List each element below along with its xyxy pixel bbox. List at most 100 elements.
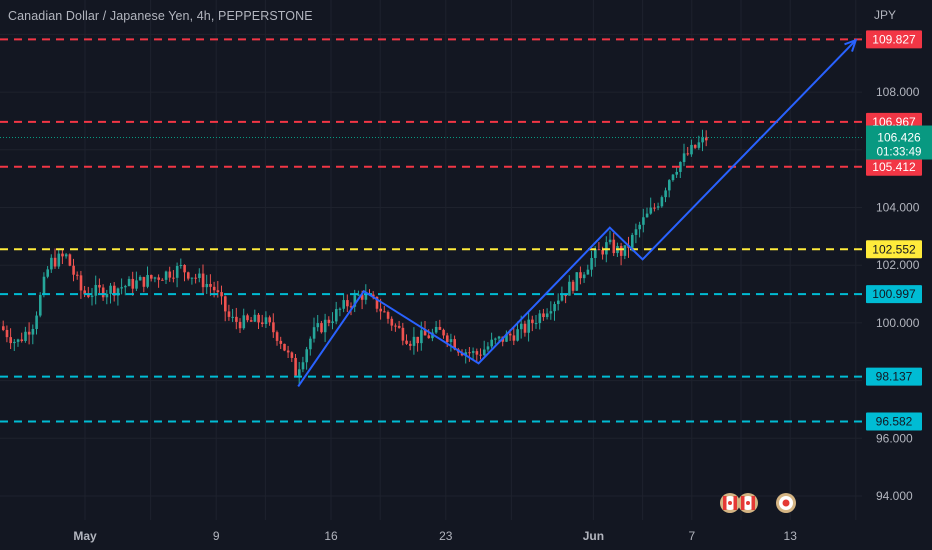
candle-body: [623, 245, 627, 256]
level-label: 98.137: [876, 370, 913, 384]
y-tick-label: 102.000: [876, 258, 920, 272]
candle-body: [471, 351, 475, 353]
candle-body: [50, 257, 53, 270]
candle-body: [549, 311, 553, 314]
candle-body: [79, 275, 83, 291]
candle-body: [290, 352, 294, 358]
candle-body: [364, 293, 368, 300]
candle-body: [668, 180, 671, 191]
candle-body: [179, 264, 183, 266]
candle-body: [279, 340, 283, 344]
candle-body: [590, 257, 593, 270]
candle-body: [261, 322, 264, 324]
candle-body: [168, 271, 172, 278]
candle-body: [523, 323, 527, 333]
candle-body: [505, 333, 508, 342]
candle-body: [138, 276, 142, 281]
candle-body: [586, 269, 590, 275]
candle-body: [94, 284, 98, 296]
candle-body: [146, 275, 149, 287]
candle-body: [675, 171, 678, 175]
candle-body: [275, 332, 279, 341]
candle-body: [35, 315, 38, 329]
candle-body: [142, 276, 146, 287]
candle-body: [90, 295, 94, 297]
x-tick-label: Jun: [583, 529, 604, 543]
candle-body: [2, 326, 5, 330]
candle-body: [649, 207, 653, 214]
candle-body: [560, 295, 564, 301]
candle-body: [571, 281, 575, 291]
candle-body: [582, 274, 586, 279]
candle-body: [264, 317, 268, 324]
candle-body: [612, 239, 616, 254]
candle-body: [564, 295, 567, 297]
candle-body: [427, 335, 431, 339]
candle-body: [53, 257, 57, 267]
candle-body: [409, 343, 412, 346]
candle-body: [83, 290, 86, 295]
candle-body: [283, 343, 286, 351]
candle-body: [227, 311, 231, 317]
candle-body: [508, 333, 512, 336]
japan-flag-icon[interactable]: [776, 493, 796, 513]
candle-body: [486, 346, 490, 350]
candle-body: [660, 197, 664, 207]
candle-body: [531, 319, 534, 324]
level-label-box: [866, 157, 922, 176]
y-tick-label: 94.000: [876, 489, 913, 503]
candle-body: [386, 312, 390, 319]
candle-body: [190, 277, 194, 279]
candle-body: [375, 296, 379, 309]
candle-body: [464, 352, 468, 356]
candle-body: [594, 249, 597, 258]
candle-body: [187, 272, 190, 279]
level-label: 102.552: [872, 242, 916, 256]
projection-arrowhead: [844, 38, 858, 52]
candle-body: [320, 323, 323, 333]
candle-body: [497, 336, 501, 339]
candle-body: [682, 153, 686, 163]
candle-body: [305, 349, 308, 363]
candle-body: [338, 308, 342, 310]
chart-title: Canadian Dollar / Japanese Yen, 4h, PEPP…: [8, 9, 313, 23]
candle-body: [238, 321, 242, 329]
current-price-value: 106.426: [877, 131, 921, 145]
candle-body: [109, 285, 112, 294]
candle-body: [312, 327, 316, 339]
candle-body: [686, 153, 690, 155]
current-price-countdown: 01:33:49: [877, 147, 922, 159]
level-label-box: [866, 30, 922, 49]
candle-body: [671, 174, 675, 181]
x-tick-label: 23: [439, 529, 453, 543]
candle-body: [309, 338, 312, 350]
canada-flag-icon[interactable]: [738, 493, 758, 513]
candle-body: [323, 319, 327, 333]
canada-flag-icon[interactable]: [720, 493, 740, 513]
candle-body: [479, 354, 482, 356]
projection-path: [297, 39, 857, 387]
candle-body: [235, 316, 238, 322]
candle-body: [446, 335, 449, 343]
level-label-box: [866, 240, 922, 259]
candle-body: [113, 285, 116, 296]
candle-body: [494, 338, 497, 340]
candle-body: [634, 229, 638, 235]
candle-body: [394, 325, 397, 327]
candle-body: [449, 339, 453, 343]
candle-body: [693, 144, 697, 148]
candle-body: [31, 328, 35, 335]
candle-body: [579, 272, 582, 279]
candle-body: [401, 327, 405, 341]
candle-body: [601, 250, 604, 255]
candle-body: [209, 283, 212, 287]
candle-body: [253, 314, 257, 322]
candle-body: [268, 317, 271, 323]
candle-body: [438, 326, 442, 330]
candle-body: [575, 272, 579, 291]
candle-body: [516, 329, 519, 341]
candle-body: [679, 162, 682, 172]
level-label-box: [866, 367, 922, 386]
candle-body: [656, 206, 660, 208]
